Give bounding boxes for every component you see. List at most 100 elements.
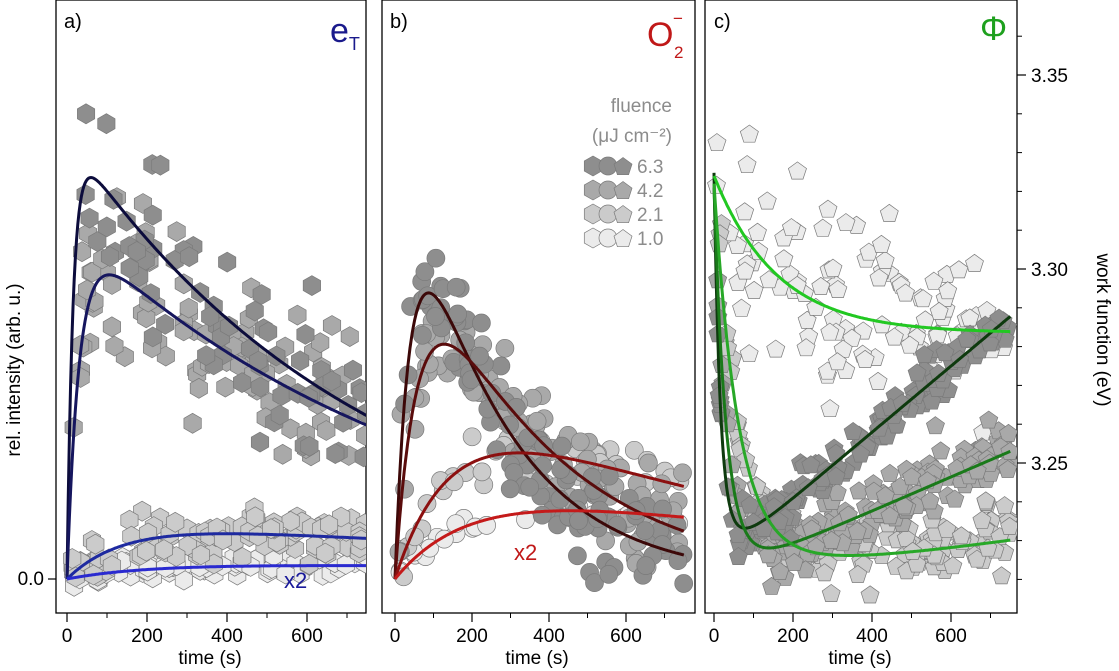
- panel-b-title-sup: −: [673, 9, 683, 28]
- data-point: [520, 477, 540, 497]
- data-point: [739, 124, 759, 143]
- legend-label: 2.1: [637, 205, 663, 226]
- panel-b-title: O: [647, 16, 673, 54]
- legend-label: 6.3: [637, 157, 663, 178]
- data-point: [462, 427, 482, 447]
- data-point: [446, 277, 466, 297]
- legend-label: 1.0: [637, 229, 663, 250]
- data-point: [356, 425, 366, 446]
- data-point: [774, 249, 794, 268]
- data-point: [470, 346, 489, 366]
- data-point: [86, 533, 105, 555]
- axes: 0 200 400 600 0 200 400 600 0 200 400 600 0.0 3.25 3.3…: [18, 35, 1068, 647]
- data-point: [97, 113, 116, 135]
- fit-curve-2.1: [65, 532, 366, 581]
- data-point: [895, 283, 915, 302]
- data-point: [880, 463, 900, 482]
- data-point: [233, 372, 252, 394]
- data-point: [855, 349, 875, 368]
- data-point: [120, 257, 139, 279]
- data-point: [189, 377, 208, 399]
- data-point: [413, 325, 432, 345]
- data-point: [570, 432, 590, 452]
- x-tick-label: 200: [777, 626, 809, 647]
- series-1.0-markers: [707, 124, 1014, 460]
- data-point: [935, 343, 955, 362]
- legend-pentagon-marker: [613, 205, 633, 224]
- data-point: [151, 154, 170, 176]
- data-point: [976, 491, 996, 510]
- fit-curve-4.2: [65, 273, 366, 580]
- fit-curve-6.3: [712, 172, 1012, 530]
- data-point: [813, 218, 833, 237]
- data-point: [744, 280, 764, 299]
- data-point: [624, 440, 644, 460]
- data-point: [913, 289, 933, 308]
- data-point: [869, 268, 889, 287]
- data-point: [995, 496, 1015, 515]
- data-point: [143, 204, 162, 226]
- data-point: [907, 363, 927, 382]
- data-point: [636, 556, 656, 575]
- data-point: [167, 221, 186, 243]
- x-tick-label: 600: [291, 626, 323, 647]
- panel-b-label: b): [390, 11, 408, 33]
- data-point: [827, 352, 847, 371]
- legend-label: 4.2: [637, 181, 663, 202]
- data-point: [183, 412, 202, 434]
- legend-pentagon-marker: [613, 181, 633, 200]
- data-point: [156, 313, 175, 335]
- panel-a-xlabel: time (s): [178, 648, 241, 669]
- data-point: [102, 316, 121, 338]
- data-point: [943, 556, 963, 575]
- x-tick-label: 400: [856, 626, 888, 647]
- y-tick-label: 3.35: [1031, 66, 1068, 87]
- fit-curve-1.0: [393, 509, 684, 580]
- data-point: [732, 298, 752, 317]
- data-point: [326, 443, 345, 465]
- data-point: [979, 410, 999, 429]
- data-point: [735, 202, 755, 221]
- data-point: [281, 510, 300, 532]
- data-point: [491, 356, 511, 376]
- data-point: [828, 279, 848, 298]
- data-point: [931, 441, 951, 460]
- data-point: [250, 431, 270, 453]
- data-point: [270, 404, 289, 426]
- data-point: [245, 300, 264, 322]
- data-point: [585, 573, 604, 593]
- data-point: [737, 155, 757, 174]
- data-point: [707, 133, 727, 152]
- data-point: [674, 574, 694, 593]
- data-point: [127, 240, 146, 262]
- data-point: [197, 345, 216, 367]
- x-tick-label: 200: [456, 626, 488, 647]
- series-6.3-markers: [76, 103, 366, 468]
- data-point: [811, 276, 831, 295]
- panel-b-title-main: O: [647, 16, 673, 54]
- data-point: [472, 313, 491, 333]
- panel-c-title: Φ: [980, 10, 1007, 48]
- data-point: [1000, 516, 1017, 535]
- panel-b-plot: [389, 248, 694, 593]
- data-point: [343, 359, 362, 381]
- fit-curve-1.0: [712, 175, 1011, 334]
- data-point: [246, 506, 265, 528]
- data-point: [851, 444, 871, 463]
- legend-entry-1.0: 1.0: [583, 227, 663, 250]
- data-point: [418, 286, 438, 306]
- data-point: [143, 326, 162, 348]
- data-point: [352, 529, 366, 551]
- panel-b-xlabel: time (s): [505, 648, 568, 669]
- data-point: [937, 519, 957, 538]
- panel-b-annotation: x2: [514, 540, 537, 565]
- y-tick-label: 3.25: [1031, 454, 1068, 475]
- data-point: [902, 467, 922, 486]
- data-point: [276, 563, 295, 585]
- data-point: [117, 210, 136, 232]
- data-point: [532, 505, 552, 525]
- data-point: [599, 565, 619, 584]
- data-point: [259, 321, 278, 343]
- data-point: [322, 315, 342, 336]
- data-point: [801, 455, 821, 474]
